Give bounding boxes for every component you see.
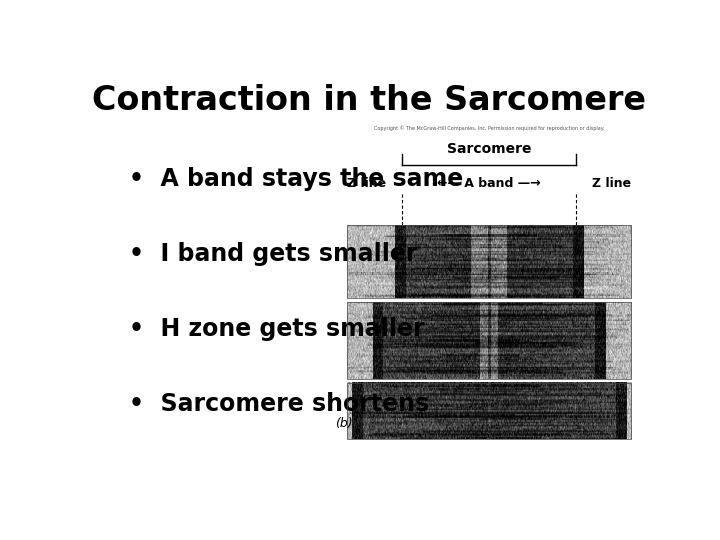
Bar [347,302,631,379]
Text: •  A band stays the same: • A band stays the same [129,167,463,191]
Text: (b): (b) [335,417,352,430]
Text: •  I band gets smaller: • I band gets smaller [129,242,418,266]
Text: Sarcomere: Sarcomere [446,141,531,156]
Text: •  Sarcomere shortens: • Sarcomere shortens [129,392,429,416]
Text: ←— A band —→: ←— A band —→ [437,177,541,190]
Text: Copyright © The McGraw-Hill Companies, Inc. Permission required for reproduction: Copyright © The McGraw-Hill Companies, I… [374,125,604,131]
Text: Contraction in the Sarcomere: Contraction in the Sarcomere [92,84,646,117]
Text: Z line: Z line [347,177,386,190]
Text: Z line: Z line [592,177,631,190]
Text: •  H zone gets smaller: • H zone gets smaller [129,317,425,341]
Bar [347,225,631,298]
Bar [347,383,631,439]
